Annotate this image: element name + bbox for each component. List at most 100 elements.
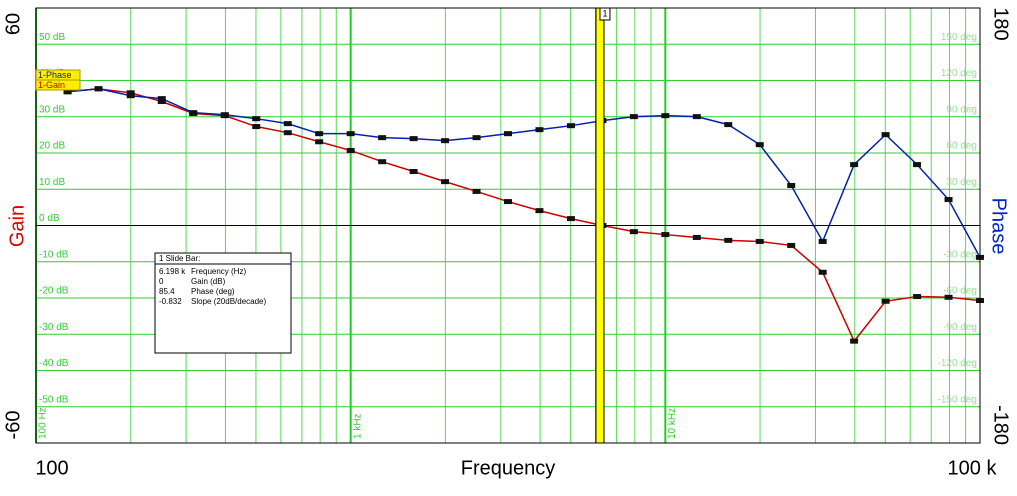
point [409,136,418,142]
point [94,86,103,92]
y2lim-label: 180 [990,7,1012,40]
point [629,229,638,235]
point [472,135,481,141]
y2-tick-label: 90 deg [946,104,977,115]
point [661,113,670,119]
point [126,93,135,99]
point [629,114,638,120]
point [441,179,450,185]
point [441,138,450,144]
point [724,122,733,128]
point [252,124,261,130]
point [503,199,512,205]
point [755,238,764,244]
y-tick-label: 0 dB [39,213,60,224]
plot-frame [35,7,981,444]
cursor [595,7,605,444]
slide-bar-text: -0.832 [159,297,182,306]
point [409,168,418,174]
point [283,130,292,136]
point [315,131,324,137]
point [63,89,72,95]
y2-tick-label: 60 deg [946,141,977,152]
point [283,121,292,127]
slide-bar-text: Phase (deg) [191,287,235,296]
y2-tick-label: 120 deg [941,68,977,79]
point [157,96,166,102]
slide-bar-text: Frequency (Hz) [191,267,246,276]
point [661,232,670,238]
slide-bar-title: 1 Slide Bar: [159,254,200,263]
point [881,132,890,138]
point [157,99,166,105]
y-tick-label: -10 dB [39,249,69,260]
legend-label: 1-Phase [38,70,72,80]
y2lim-label: -180 [990,405,1012,445]
y-tick-label: 20 dB [39,141,65,152]
slide-bar-box [154,252,292,354]
point [378,159,387,165]
point [692,234,701,240]
ylim-label: -60 [2,411,24,440]
point [944,294,953,300]
point [755,142,764,148]
y2-tick-label: 150 deg [941,32,977,43]
x-title: Frequency [461,457,556,479]
slide-bar-text: 0 [159,277,164,286]
slide-bar-text: Slope (20dB/decade) [191,297,267,306]
point [944,197,953,203]
point [252,116,261,122]
point [315,139,324,145]
x-tick-label: 100 Hz [38,407,49,439]
point [566,216,575,222]
point [818,238,827,244]
point [913,294,922,300]
point [535,127,544,133]
y-tick-label: 50 dB [39,32,65,43]
x-tick-label: 10 kHz [667,408,678,439]
y-title: Gain [6,205,28,247]
point [850,162,859,168]
series-line [67,87,981,258]
point [787,183,796,189]
slide-bar-text: Gain (dB) [191,277,226,286]
y2-tick-label: -60 deg [943,286,977,297]
point [189,110,198,116]
legend-box [35,79,81,91]
point [724,237,733,243]
y2-tick-label: -120 deg [938,358,977,369]
point [787,242,796,248]
x-range-label: 100 k [948,457,998,479]
y-tick-label: -30 dB [39,322,69,333]
legend-label: 1-Gain [38,80,65,90]
x-range-label: 100 [35,457,68,479]
point [566,123,575,129]
slide-bar-text: 6.198 k [159,267,186,276]
cursor-label: 1 [602,8,607,18]
point [472,188,481,194]
series-line [67,88,981,343]
y2-tick-label: -90 deg [943,322,977,333]
y2-tick-label: -30 deg [943,249,977,260]
point [346,131,355,137]
point [126,90,135,96]
point [503,131,512,137]
point [535,208,544,214]
point [850,338,859,344]
y-tick-label: -20 dB [39,286,69,297]
y-tick-label: 30 dB [39,104,65,115]
y2-title: Phase [988,198,1010,255]
point [692,114,701,120]
y2-tick-label: -150 deg [938,394,977,405]
point [913,162,922,168]
y-tick-label: -50 dB [39,394,69,405]
ylim-label: 60 [2,13,24,35]
y-tick-label: 10 dB [39,177,65,188]
slide-bar-text: 85.4 [159,287,175,296]
point [881,298,890,304]
plot [63,86,984,344]
point [346,147,355,153]
point [378,135,387,141]
